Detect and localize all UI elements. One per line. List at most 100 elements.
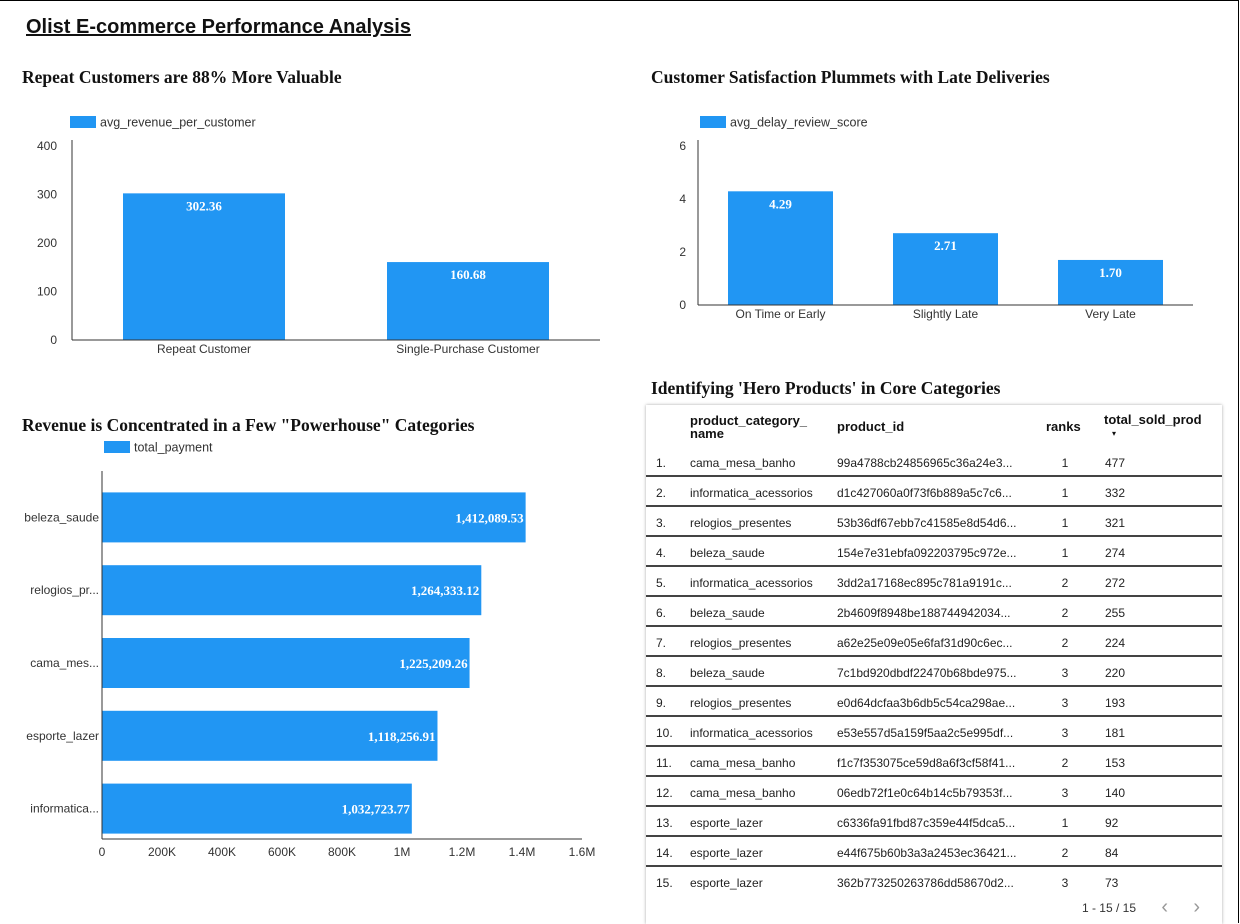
table-row[interactable]: 1. cama_mesa_banho 99a4788cb24856965c36a24… <box>646 447 1222 477</box>
legend-label: avg_delay_review_score <box>730 116 868 130</box>
chart-title-delay: Customer Satisfaction Plummets with Late… <box>651 67 1050 87</box>
row-index: 12. <box>656 786 673 800</box>
header-ranks[interactable]: ranks <box>1046 419 1081 434</box>
cell-rank: 2 <box>1061 576 1069 590</box>
hero-products-table: product_category_ name product_id ranks … <box>646 405 1222 924</box>
cell-category: relogios_presentes <box>690 636 792 650</box>
cell-rank: 3 <box>1061 786 1069 800</box>
table-row[interactable]: 8. beleza_saude 7c1bd920dbdf22470b68bde975… <box>646 657 1222 687</box>
cell-rank: 2 <box>1061 606 1069 620</box>
x-tick-label: 800K <box>328 845 356 859</box>
x-tick-label: Repeat Customer <box>157 342 251 356</box>
table-row[interactable]: 5. informatica_acessorios 3dd2a17168ec895c… <box>646 567 1222 597</box>
cell-product-id: 362b773250263786dd58670d2... <box>837 876 1014 890</box>
sort-descending-icon[interactable]: ▾ <box>1112 429 1117 438</box>
legend-swatch <box>104 441 130 453</box>
cell-product-id: e44f675b60b3a3a2453ec36421... <box>837 846 1017 860</box>
cell-category: relogios_presentes <box>690 696 792 710</box>
cell-product-id: 53b36df67ebb7c41585e8d54d6... <box>837 516 1017 530</box>
row-index: 1. <box>656 456 667 470</box>
bar <box>102 638 470 688</box>
table-row[interactable]: 11. cama_mesa_banho f1c7f353075ce59d8a6f3c… <box>646 747 1222 777</box>
legend-swatch <box>70 116 96 128</box>
x-tick-label: Slightly Late <box>913 307 979 321</box>
bar <box>123 193 285 340</box>
cell-total-sold: 193 <box>1105 696 1126 710</box>
chart-title-repeat: Repeat Customers are 88% More Valuable <box>22 67 342 87</box>
header-category-line1: product_category_ <box>690 413 808 428</box>
table-row[interactable]: 2. informatica_acessorios d1c427060a0f73f6… <box>646 477 1222 507</box>
data-label: 1,032,723.77 <box>342 802 411 817</box>
legend-swatch <box>700 116 726 128</box>
row-index: 9. <box>656 696 667 710</box>
row-index: 3. <box>656 516 667 530</box>
row-index: 8. <box>656 666 667 680</box>
cell-total-sold: 220 <box>1105 666 1126 680</box>
data-label: 2.71 <box>934 238 957 253</box>
row-index: 10. <box>656 726 673 740</box>
x-tick-label: On Time or Early <box>735 307 825 321</box>
table-row[interactable]: 4. beleza_saude 154e7e31ebfa092203795c972e… <box>646 537 1222 567</box>
cell-rank: 1 <box>1061 456 1069 470</box>
table-row[interactable]: 14. esporte_lazer e44f675b60b3a3a2453ec364… <box>646 837 1222 867</box>
table-row[interactable]: 15. esporte_lazer 362b773250263786dd58670d… <box>646 867 1222 897</box>
data-label: 160.68 <box>450 267 486 282</box>
table-row[interactable]: 3. relogios_presentes 53b36df67ebb7c41585e… <box>646 507 1222 537</box>
y-tick-label: 0 <box>679 298 686 312</box>
cell-category: beleza_saude <box>690 666 765 680</box>
cell-rank: 3 <box>1061 726 1069 740</box>
cell-product-id: 7c1bd920dbdf22470b68bde975... <box>837 666 1017 680</box>
table-title: Identifying 'Hero Products' in Core Cate… <box>651 378 1001 398</box>
x-tick-label: 0 <box>99 845 106 859</box>
header-category[interactable]: product_category_ name <box>690 414 830 440</box>
y-tick-label: relogios_pr... <box>30 583 99 597</box>
row-index: 7. <box>656 636 667 650</box>
cell-rank: 1 <box>1061 516 1069 530</box>
row-index: 5. <box>656 576 667 590</box>
chart-repeat-customers: avg_revenue_per_customer 0 100 200 300 400 302… <box>37 116 600 356</box>
data-label: 1.70 <box>1099 265 1122 280</box>
row-index: 15. <box>656 876 673 890</box>
cell-rank: 3 <box>1061 696 1069 710</box>
bar <box>102 565 482 616</box>
header-product-id[interactable]: product_id <box>837 419 905 434</box>
table-row[interactable]: 12. cama_mesa_banho 06edb72f1e0c64b14c5b79… <box>646 777 1222 807</box>
cell-product-id: e0d64dcfaa3b6db5c54ca298ae... <box>837 696 1016 710</box>
cell-rank: 2 <box>1061 636 1069 650</box>
table-row[interactable]: 9. relogios_presentes e0d64dcfaa3b6db5c54c… <box>646 687 1222 717</box>
cell-category: esporte_lazer <box>690 816 763 830</box>
y-tick-label: 2 <box>679 245 686 259</box>
table-row[interactable]: 6. beleza_saude 2b4609f8948be188744942034.… <box>646 597 1222 627</box>
cell-total-sold: 272 <box>1105 576 1126 590</box>
data-label: 4.29 <box>769 196 792 211</box>
header-total-sold[interactable]: total_sold_prod <box>1104 412 1202 427</box>
data-label: 1,225,209.26 <box>399 656 468 671</box>
table-row[interactable]: 10. informatica_acessorios e53e557d5a159f5… <box>646 717 1222 747</box>
chevron-left-icon[interactable]: ‹ <box>1161 896 1168 918</box>
cell-total-sold: 255 <box>1105 606 1126 620</box>
bar <box>102 492 526 543</box>
cell-product-id: c6336fa91fbd87c359e44f5dca5... <box>837 816 1016 830</box>
y-tick-label: 200 <box>37 236 57 250</box>
cell-product-id: 06edb72f1e0c64b14c5b79353f... <box>837 786 1013 800</box>
cell-total-sold: 92 <box>1105 816 1119 830</box>
y-tick-label: 300 <box>37 188 57 202</box>
cell-total-sold: 84 <box>1105 846 1119 860</box>
cell-category: informatica_acessorios <box>690 486 813 500</box>
y-tick-label: 100 <box>37 285 57 299</box>
bar <box>893 233 998 305</box>
cell-product-id: 3dd2a17168ec895c781a9191c... <box>837 576 1012 590</box>
chart-revenue-categories: total_payment 1,412,089.53 beleza_saude 1,2… <box>24 441 595 860</box>
table-row[interactable]: 7. relogios_presentes a62e25e09e05e6faf31d… <box>646 627 1222 657</box>
chart-title-revenue: Revenue is Concentrated in a Few "Powerh… <box>22 415 475 435</box>
cell-category: esporte_lazer <box>690 876 763 890</box>
row-index: 14. <box>656 846 673 860</box>
cell-rank: 1 <box>1061 546 1069 560</box>
x-tick-label: 1.4M <box>509 845 536 859</box>
x-tick-label: 200K <box>148 845 176 859</box>
row-index: 4. <box>656 546 667 560</box>
table-row[interactable]: 13. esporte_lazer c6336fa91fbd87c359e44f5d… <box>646 807 1222 837</box>
report-title: Olist E-commerce Performance Analysis <box>26 16 411 38</box>
chevron-right-icon[interactable]: › <box>1193 896 1200 918</box>
